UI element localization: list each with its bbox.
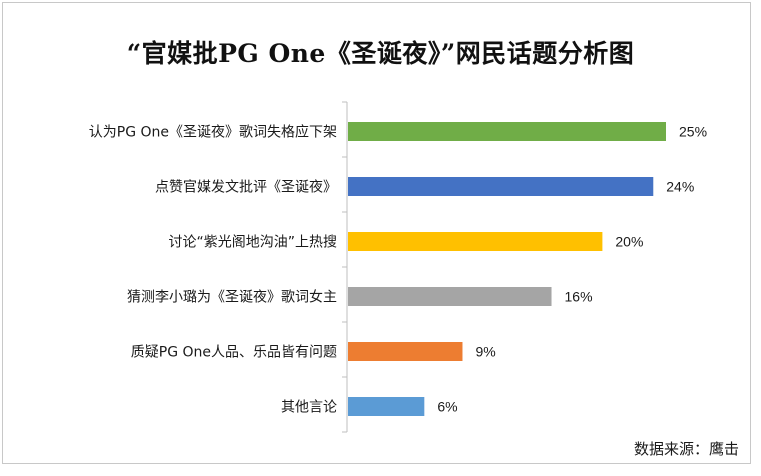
bar — [348, 287, 552, 306]
source-note: 数据来源：鹰击 — [633, 440, 739, 458]
data-label: 20% — [615, 234, 643, 250]
category-label: 质疑PG One人品、乐品皆有问题 — [131, 345, 337, 361]
category-label: 其他言论 — [281, 400, 337, 416]
data-label: 9% — [475, 344, 495, 360]
data-label: 24% — [666, 179, 694, 195]
bar — [348, 232, 603, 251]
data-label: 6% — [437, 399, 457, 415]
category-label: 认为PG One《圣诞夜》歌词失格应下架 — [89, 124, 337, 141]
bar — [348, 397, 425, 416]
bar — [348, 177, 654, 196]
category-label: 点赞官媒发文批评《圣诞夜》 — [155, 180, 337, 196]
category-label: 猜测李小璐为《圣诞夜》歌词女主 — [127, 289, 337, 306]
category-label: 讨论“紫光阁地沟油”上热搜 — [168, 235, 337, 251]
data-label: 25% — [679, 124, 707, 140]
bar — [348, 342, 463, 361]
chart-title: “官媒批PG One《圣诞夜》”网民话题分析图 — [126, 39, 635, 68]
data-label: 16% — [565, 289, 593, 305]
bar — [348, 122, 666, 141]
